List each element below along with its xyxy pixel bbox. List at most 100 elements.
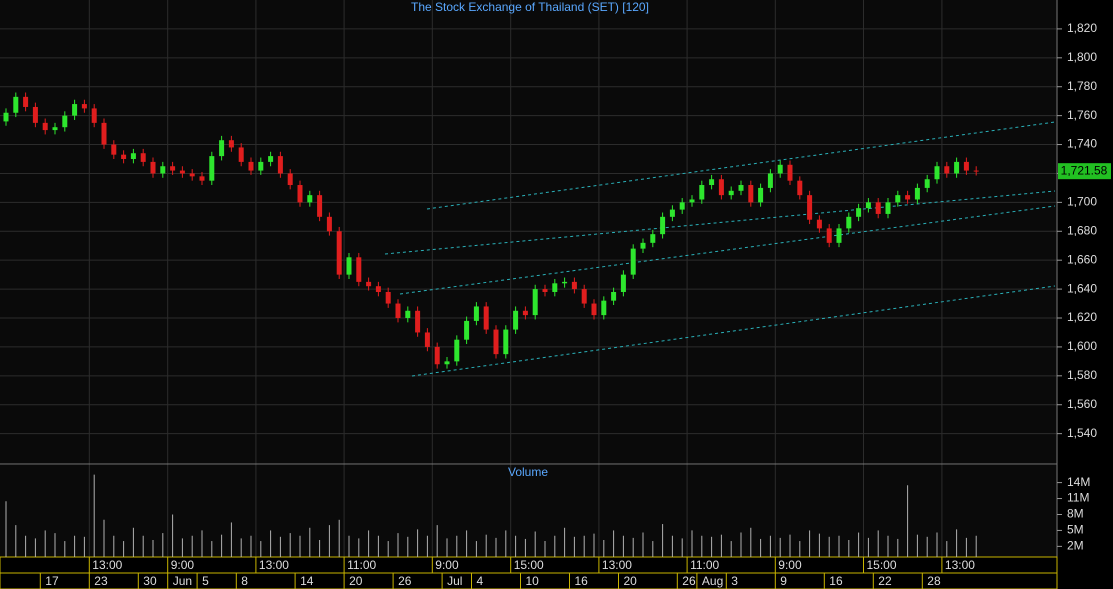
candle-body bbox=[375, 286, 381, 292]
candle-body bbox=[679, 202, 685, 210]
candle-body bbox=[601, 300, 607, 316]
y-tick-label: 1,680 bbox=[1067, 223, 1097, 237]
candle-body bbox=[32, 106, 38, 123]
candle-body bbox=[307, 195, 313, 203]
candle-body bbox=[836, 228, 842, 243]
candle-body bbox=[454, 339, 460, 362]
candle-body bbox=[179, 170, 185, 174]
date-label: 20 bbox=[624, 574, 638, 588]
time-label: 13:00 bbox=[259, 558, 289, 572]
candle-body bbox=[385, 291, 391, 304]
date-label: 28 bbox=[927, 574, 941, 588]
candle-body bbox=[513, 310, 519, 330]
y-tick-label: 1,800 bbox=[1067, 50, 1097, 64]
candle-body bbox=[444, 361, 450, 365]
candle-body bbox=[199, 176, 205, 181]
candle-body bbox=[650, 234, 656, 243]
date-label: 5 bbox=[202, 574, 209, 588]
candle-body bbox=[483, 306, 489, 330]
candle-body bbox=[640, 242, 646, 249]
candle-body bbox=[277, 156, 283, 174]
candle-body bbox=[121, 154, 127, 160]
candle-body bbox=[562, 281, 568, 284]
time-label: 13:00 bbox=[602, 558, 632, 572]
candle-body bbox=[13, 96, 19, 113]
candle-body bbox=[767, 173, 773, 188]
candle-body bbox=[503, 329, 509, 355]
candle-body bbox=[934, 166, 940, 180]
candle-body bbox=[219, 140, 225, 157]
candle-body bbox=[699, 185, 705, 200]
date-label: 3 bbox=[731, 574, 738, 588]
candle-body bbox=[23, 96, 29, 107]
candle-body bbox=[160, 166, 166, 174]
y-tick-label: 1,740 bbox=[1067, 137, 1097, 151]
date-label: 26 bbox=[398, 574, 412, 588]
candle-body bbox=[689, 199, 695, 203]
candle-body bbox=[748, 185, 754, 203]
time-label: 9:00 bbox=[778, 558, 802, 572]
candle-body bbox=[356, 257, 362, 282]
time-label: 13:00 bbox=[945, 558, 975, 572]
date-label: 22 bbox=[878, 574, 892, 588]
candle-body bbox=[72, 104, 78, 116]
date-label: Aug bbox=[702, 574, 723, 588]
date-label: 14 bbox=[300, 574, 314, 588]
candle-body bbox=[424, 332, 430, 347]
candle-body bbox=[865, 202, 871, 209]
candle-body bbox=[189, 173, 195, 177]
candle-body bbox=[914, 187, 920, 200]
candle-body bbox=[797, 180, 803, 196]
candle-body bbox=[464, 320, 470, 340]
candle-body bbox=[954, 161, 960, 174]
volume-title: Volume bbox=[508, 465, 548, 479]
candle-body bbox=[366, 281, 372, 287]
candle-body bbox=[473, 306, 479, 321]
candle-body bbox=[973, 170, 979, 172]
candle-body bbox=[542, 289, 548, 292]
candle-body bbox=[317, 195, 323, 217]
date-label: 17 bbox=[45, 574, 59, 588]
candle-body bbox=[807, 195, 813, 220]
candle-body bbox=[150, 161, 156, 174]
y-tick-label: 1,660 bbox=[1067, 252, 1097, 266]
chart-title: The Stock Exchange of Thailand (SET) [12… bbox=[411, 0, 649, 14]
candle-body bbox=[846, 216, 852, 229]
y-tick-label: 1,820 bbox=[1067, 21, 1097, 35]
candle-body bbox=[170, 166, 176, 171]
candle-body bbox=[856, 208, 862, 217]
volume-tick-label: 14M bbox=[1067, 475, 1090, 489]
candle-body bbox=[944, 166, 950, 174]
candle-body bbox=[620, 274, 626, 292]
trend-line bbox=[399, 205, 1056, 295]
candle-body bbox=[405, 310, 411, 319]
candle-body bbox=[718, 179, 724, 196]
candle-body bbox=[346, 257, 352, 275]
candle-body bbox=[630, 248, 636, 275]
candle-body bbox=[532, 289, 538, 316]
y-tick-label: 1,560 bbox=[1067, 397, 1097, 411]
candle-body bbox=[522, 310, 528, 316]
candle-body bbox=[3, 112, 9, 122]
candle-body bbox=[591, 303, 597, 316]
candle-body bbox=[787, 164, 793, 181]
candle-body bbox=[297, 185, 303, 203]
date-label: Jun bbox=[173, 574, 192, 588]
candle-body bbox=[963, 161, 969, 171]
candle-body bbox=[258, 161, 264, 171]
time-label: 11:00 bbox=[690, 558, 719, 572]
candle-body bbox=[738, 185, 744, 191]
date-label: 16 bbox=[575, 574, 589, 588]
candle-body bbox=[777, 164, 783, 174]
candle-body bbox=[660, 216, 666, 235]
candle-body bbox=[287, 173, 293, 186]
candle-body bbox=[62, 115, 68, 128]
price-panel bbox=[0, 0, 1057, 464]
y-tick-label: 1,580 bbox=[1067, 368, 1097, 382]
time-label: 13:00 bbox=[92, 558, 122, 572]
candle-body bbox=[228, 140, 234, 148]
date-label: 23 bbox=[94, 574, 108, 588]
date-label: 16 bbox=[829, 574, 843, 588]
trend-line bbox=[426, 121, 1056, 210]
